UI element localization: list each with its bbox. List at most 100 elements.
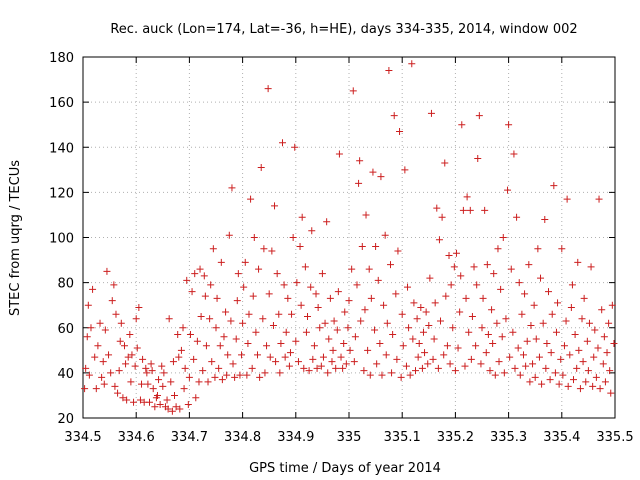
data-point	[576, 385, 584, 393]
data-point	[525, 261, 533, 269]
data-point	[330, 317, 338, 325]
data-point	[610, 340, 618, 348]
data-point	[302, 328, 310, 336]
data-point	[500, 369, 508, 377]
data-point	[390, 112, 398, 120]
data-point	[362, 211, 370, 219]
data-point	[599, 360, 607, 368]
data-point	[271, 202, 279, 210]
data-point	[493, 319, 501, 327]
data-point	[603, 349, 611, 357]
data-point	[592, 373, 600, 381]
data-point	[515, 279, 523, 287]
data-point	[456, 308, 464, 316]
data-point	[388, 369, 396, 377]
data-point	[179, 324, 187, 332]
data-point	[245, 310, 253, 318]
data-point	[186, 331, 194, 339]
data-point	[573, 364, 581, 372]
data-point	[457, 272, 465, 280]
data-point	[409, 335, 417, 343]
data-point	[433, 204, 441, 212]
data-point	[509, 328, 517, 336]
data-point	[579, 358, 587, 366]
data-point	[385, 67, 393, 75]
data-point	[519, 351, 527, 359]
data-point	[353, 281, 361, 289]
data-point	[443, 342, 451, 350]
data-point	[367, 294, 375, 302]
data-point	[542, 364, 550, 372]
data-point	[440, 351, 448, 359]
data-point	[328, 358, 336, 366]
data-point	[249, 292, 257, 300]
data-point	[282, 328, 290, 336]
data-point	[120, 342, 128, 350]
data-point	[584, 367, 592, 375]
data-point	[207, 281, 215, 289]
data-point	[386, 261, 394, 269]
x-tick-label: 335	[337, 430, 362, 445]
data-point	[399, 342, 407, 350]
data-point	[239, 319, 247, 327]
data-point	[234, 270, 242, 278]
y-tick-label: 140	[49, 141, 74, 156]
data-point	[285, 362, 293, 370]
data-point	[529, 360, 537, 368]
data-point	[211, 373, 219, 381]
data-point	[248, 364, 256, 372]
data-point	[342, 360, 350, 368]
data-point	[595, 195, 603, 203]
data-point	[470, 263, 478, 271]
data-point	[380, 301, 388, 309]
data-point	[571, 331, 579, 339]
data-point	[323, 218, 331, 226]
data-point	[190, 355, 198, 363]
data-point	[181, 364, 189, 372]
data-point	[397, 373, 405, 381]
data-point	[548, 310, 556, 318]
data-point	[108, 297, 116, 305]
data-point	[168, 407, 176, 415]
data-point	[405, 324, 413, 332]
data-point	[289, 234, 297, 241]
data-point	[232, 335, 240, 343]
data-point	[191, 270, 199, 278]
data-point	[260, 245, 268, 253]
data-point	[567, 303, 575, 311]
data-point	[244, 340, 252, 348]
data-point	[527, 321, 535, 329]
data-point	[481, 206, 489, 214]
data-point	[204, 378, 212, 386]
data-point	[119, 394, 127, 402]
data-point	[532, 335, 540, 343]
data-point	[550, 182, 558, 190]
data-point	[255, 265, 263, 273]
data-point	[547, 349, 555, 357]
data-point	[284, 294, 292, 302]
x-tick-label: 334.6	[118, 430, 155, 445]
data-point	[393, 355, 401, 363]
data-point	[575, 346, 583, 354]
data-point	[195, 378, 203, 386]
data-point	[176, 405, 184, 413]
data-point	[215, 364, 223, 372]
data-point	[261, 369, 269, 377]
data-point	[514, 344, 522, 352]
data-point	[566, 351, 574, 359]
data-point	[463, 193, 471, 201]
data-point	[83, 333, 91, 341]
data-point	[511, 364, 519, 372]
data-point	[222, 308, 230, 316]
data-point	[516, 371, 524, 379]
data-point	[349, 87, 357, 95]
data-point	[495, 358, 503, 366]
data-point	[217, 258, 225, 266]
data-point	[236, 371, 244, 379]
y-axis-label: STEC from uqrg / TECUs	[8, 160, 23, 316]
x-tick-label: 334.8	[224, 430, 261, 445]
data-point	[110, 281, 118, 289]
data-point	[333, 326, 341, 334]
y-tick-labels: 20 40 60 80 100 120 140 160 180	[49, 51, 74, 427]
data-point	[361, 306, 369, 314]
